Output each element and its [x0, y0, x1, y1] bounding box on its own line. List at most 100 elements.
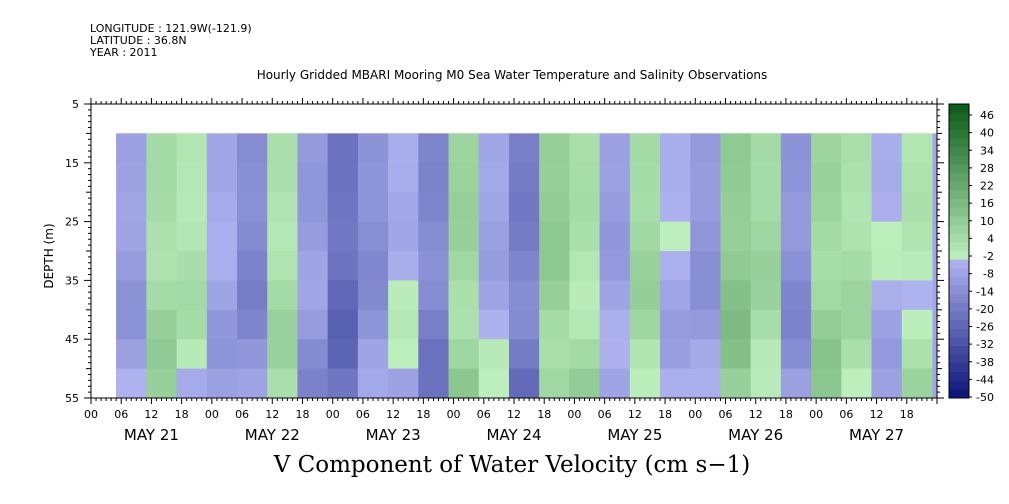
colorbar-label: -38	[976, 356, 994, 369]
x-hour-label: 00	[326, 408, 340, 421]
x-hour-label: 00	[809, 408, 823, 421]
heatmap-cell	[146, 251, 178, 281]
heatmap-cell	[750, 192, 782, 223]
heatmap-cell	[448, 221, 480, 252]
heatmap-cell	[116, 192, 147, 223]
heatmap-cell	[448, 309, 480, 340]
heatmap-cell	[116, 280, 147, 311]
x-hour-label: 12	[628, 408, 642, 421]
heatmap-cell	[327, 280, 359, 311]
colorbar-swatch	[949, 164, 969, 174]
colorbar-swatch	[949, 112, 969, 122]
heatmap-cell	[237, 251, 268, 281]
x-hour-label: 06	[839, 408, 853, 421]
heatmap-cell	[629, 133, 661, 164]
heatmap-cell	[841, 221, 873, 252]
heatmap-cell	[539, 309, 570, 340]
heatmap-cell	[418, 221, 450, 252]
heatmap-cell	[237, 309, 268, 340]
heatmap-cell	[508, 280, 540, 311]
heatmap-cell	[267, 368, 298, 399]
heatmap-cell	[508, 339, 540, 370]
heatmap-cell	[750, 280, 782, 311]
heatmap-cell	[871, 251, 903, 281]
heatmap-cell	[388, 162, 419, 193]
heatmap-cell	[871, 368, 903, 399]
heatmap-cell	[569, 309, 601, 340]
heatmap-cell	[237, 192, 268, 223]
heatmap-cell	[327, 339, 359, 370]
heatmap-cell	[478, 339, 510, 370]
x-hour-label: 18	[900, 408, 914, 421]
heatmap-cell	[176, 133, 208, 164]
colorbar-swatch	[949, 190, 969, 200]
heatmap-cell	[267, 339, 298, 370]
heatmap-cell	[418, 162, 450, 193]
heatmap-cell	[388, 309, 419, 340]
heatmap-cell	[327, 309, 359, 340]
colorbar-swatch	[949, 320, 969, 330]
heatmap-cell	[508, 133, 540, 164]
heatmap-cell	[599, 280, 631, 311]
heatmap-cell	[599, 368, 631, 399]
heatmap-cell	[146, 221, 178, 252]
heatmap-cell	[267, 192, 298, 223]
heatmap-cell	[539, 162, 570, 193]
heatmap-cell	[297, 309, 329, 340]
heatmap-cell	[841, 192, 873, 223]
colorbar-label: 16	[980, 197, 994, 210]
colorbar-swatch	[949, 294, 969, 304]
heatmap-cell	[901, 309, 933, 340]
heatmap-cell	[871, 192, 903, 223]
colorbar-label: 28	[980, 162, 994, 175]
heatmap-cell	[448, 251, 480, 281]
colorbar-label: -20	[976, 303, 994, 316]
colorbar-swatch	[949, 328, 969, 338]
heatmap-cell	[811, 368, 842, 399]
heatmap-cell	[811, 221, 842, 252]
heatmap-cell	[478, 251, 510, 281]
x-hour-label: 12	[870, 408, 884, 421]
heatmap-cell	[267, 221, 298, 252]
heatmap-cell	[841, 309, 873, 340]
heatmap-cell	[176, 192, 208, 223]
colorbar-swatch	[949, 268, 969, 278]
colorbar-swatch	[949, 276, 969, 287]
heatmap-cell	[599, 133, 631, 164]
heatmap-cell	[780, 221, 812, 252]
heatmap-cell	[357, 280, 389, 311]
colorbar-swatch	[949, 337, 969, 347]
heatmap-cell	[206, 133, 238, 164]
heatmap-cell	[206, 368, 238, 399]
heatmap-cell	[116, 339, 147, 370]
heatmap-cell	[418, 309, 450, 340]
heatmap-cell	[811, 339, 842, 370]
heatmap-cell	[327, 162, 359, 193]
heatmap-cell	[569, 192, 601, 223]
y-tick-label: 5	[72, 98, 79, 111]
heatmap-cell	[690, 162, 721, 193]
colorbar-swatch	[949, 242, 969, 252]
longitude-label: LONGITUDE : 121.9W(-121.9)	[90, 22, 252, 35]
x-hour-label: 06	[598, 408, 612, 421]
colorbar-label: -26	[976, 321, 994, 334]
heatmap-cell	[599, 251, 631, 281]
heatmap-cell	[297, 368, 329, 399]
heatmap-cell	[478, 368, 510, 399]
heatmap-cell	[811, 162, 842, 193]
heatmap-cell	[206, 251, 238, 281]
x-hour-label: 18	[416, 408, 430, 421]
colorbar-swatch	[949, 363, 969, 373]
heatmap-cell	[508, 251, 540, 281]
heatmap-cell	[780, 309, 812, 340]
heatmap-cell	[237, 133, 268, 164]
heatmap-cell	[569, 162, 601, 193]
heatmap-cell	[448, 192, 480, 223]
colorbar-swatch	[949, 104, 969, 114]
y-tick-label: 45	[65, 333, 79, 346]
heatmap-cell	[569, 280, 601, 311]
heatmap-cell	[720, 368, 752, 399]
colorbar-swatch	[949, 251, 969, 261]
x-hour-label: 12	[386, 408, 400, 421]
